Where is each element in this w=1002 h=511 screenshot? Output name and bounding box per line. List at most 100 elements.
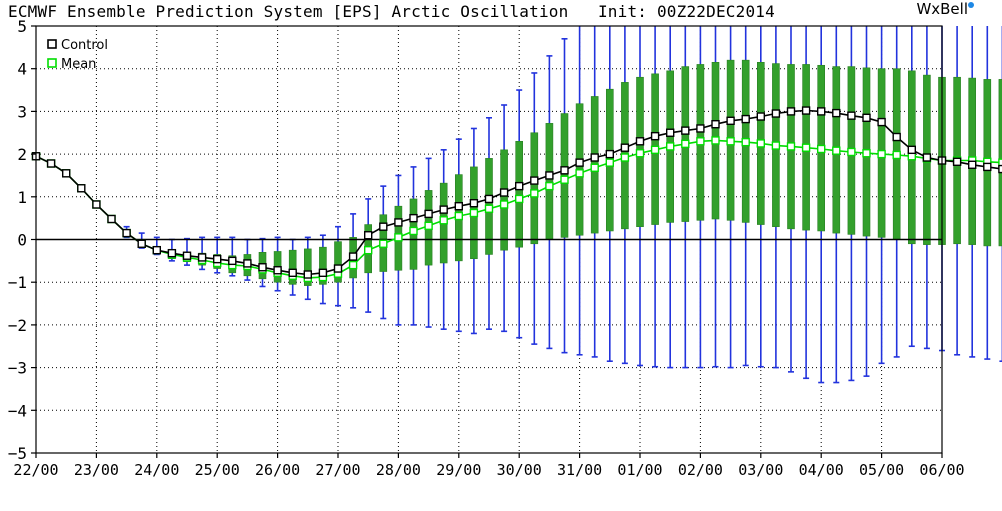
control-marker <box>62 169 71 178</box>
mean-marker <box>394 233 403 242</box>
mean-marker <box>650 145 660 155</box>
box <box>303 248 312 286</box>
control-marker <box>605 149 614 159</box>
x-tick-label: 01/00 <box>617 461 662 479</box>
mean-marker <box>590 163 599 172</box>
control-marker <box>122 228 131 238</box>
y-tick-label: −2 <box>8 316 27 335</box>
box <box>530 132 539 245</box>
control-marker <box>348 252 358 261</box>
control-marker <box>590 153 599 162</box>
control-marker <box>892 132 901 142</box>
control-marker <box>409 213 418 223</box>
control-marker <box>786 107 796 116</box>
chart-title: ECMWF Ensemble Prediction System [EPS] A… <box>8 2 775 21</box>
control-marker <box>983 162 992 172</box>
control-marker <box>560 166 569 175</box>
mean-marker <box>877 149 886 159</box>
mean-marker <box>484 204 494 213</box>
mean-marker <box>364 245 373 255</box>
mean-marker <box>424 221 433 231</box>
mean-marker <box>379 239 388 248</box>
x-tick-label: 31/00 <box>557 461 602 479</box>
control-marker <box>152 245 162 255</box>
box <box>515 140 524 248</box>
mean-marker <box>801 143 811 152</box>
x-tick-label: 23/00 <box>74 461 119 479</box>
control-marker <box>107 214 116 224</box>
control-marker <box>333 264 343 273</box>
mean-marker <box>741 137 750 147</box>
control-marker <box>907 145 916 155</box>
mean-marker <box>409 226 418 236</box>
legend-label-mean: Mean <box>61 57 96 72</box>
control-marker <box>650 131 660 141</box>
x-tick-label: 02/00 <box>678 461 723 479</box>
control-marker <box>212 254 222 264</box>
control-marker <box>530 176 539 185</box>
control-marker <box>711 120 720 129</box>
legend: Control Mean <box>47 38 108 72</box>
mean-marker <box>515 194 524 204</box>
control-marker <box>182 251 192 260</box>
control-marker <box>952 157 962 166</box>
control-marker <box>620 143 630 152</box>
control-marker <box>243 259 252 268</box>
control-marker <box>681 126 690 135</box>
control-marker <box>575 158 584 167</box>
mean-marker <box>892 150 901 160</box>
control-marker <box>484 194 494 204</box>
box <box>319 246 327 285</box>
control-marker <box>545 171 554 180</box>
series-lines <box>31 106 1002 283</box>
control-marker <box>847 111 856 120</box>
x-tick-label: 27/00 <box>315 461 360 479</box>
mean-marker <box>605 158 614 167</box>
control-marker <box>46 159 56 168</box>
mean-marker <box>756 139 765 148</box>
mean-marker <box>681 139 690 149</box>
axes: −5 −4 −3 −2 −1 0 1 2 3 4 5 22/00 23/00 24/00 25/00 26/0… <box>8 17 965 479</box>
mean-marker <box>666 142 675 151</box>
control-marker <box>515 181 524 191</box>
x-tick-label: 04/00 <box>799 461 844 479</box>
control-marker <box>862 113 871 123</box>
control-marker <box>167 248 177 258</box>
mean-marker <box>469 208 479 218</box>
mean-marker <box>726 137 735 146</box>
legend-marker-mean <box>47 58 57 68</box>
mean-marker <box>439 216 448 225</box>
control-marker <box>817 107 826 116</box>
control-marker <box>228 256 237 266</box>
box <box>560 113 569 238</box>
y-tick-label: 0 <box>17 231 27 250</box>
x-tick-label: 05/00 <box>859 461 904 479</box>
control-marker <box>801 106 811 115</box>
mean-marker <box>786 142 796 151</box>
legend-label-control: Control <box>61 38 108 53</box>
control-marker <box>364 231 373 240</box>
mean-marker <box>771 141 781 150</box>
mean-marker <box>832 146 841 155</box>
y-tick-label: −4 <box>8 401 27 420</box>
mean-marker <box>635 149 645 158</box>
control-marker <box>273 266 282 275</box>
control-marker <box>499 188 509 197</box>
box <box>500 149 508 251</box>
mean-marker <box>847 147 856 157</box>
mean-marker <box>817 144 826 154</box>
control-marker <box>469 199 479 208</box>
mean-marker <box>348 260 358 270</box>
mean-marker <box>454 211 463 221</box>
control-marker <box>394 218 403 227</box>
y-tick-label: −1 <box>8 273 27 292</box>
control-marker <box>771 109 781 118</box>
y-tick-label: 4 <box>17 60 27 79</box>
box <box>288 249 297 285</box>
mean-marker <box>560 175 569 184</box>
x-tick-label: 03/00 <box>738 461 783 479</box>
mean-marker <box>499 200 509 209</box>
x-tick-label: 25/00 <box>195 461 240 479</box>
x-tick-label: 24/00 <box>134 461 179 479</box>
